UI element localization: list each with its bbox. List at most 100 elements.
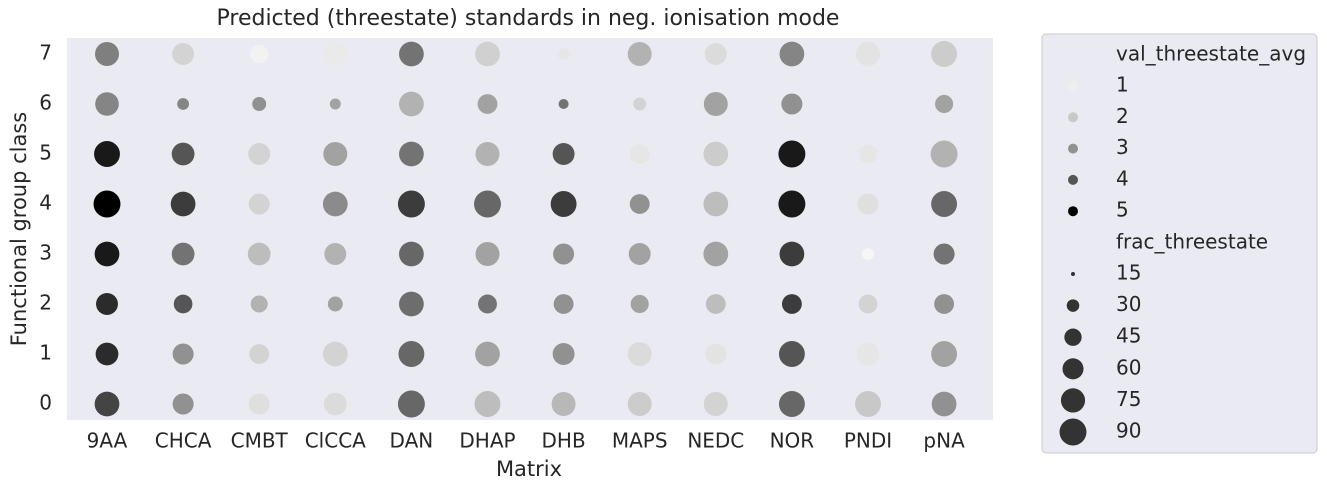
bubble: [703, 241, 729, 267]
bubble: [475, 41, 500, 67]
legend-marker: [1068, 112, 1078, 123]
bubble: [856, 42, 880, 66]
bubble: [397, 190, 425, 218]
bubble: [866, 102, 870, 106]
x-tick-label: DAN: [390, 429, 434, 453]
bubble: [703, 191, 729, 217]
x-tick-label: 9AA: [87, 429, 128, 453]
bubble: [930, 140, 958, 168]
legend-label: 4: [1116, 166, 1129, 190]
bubble: [779, 241, 805, 267]
bubble: [250, 44, 269, 64]
bubble: [399, 241, 424, 267]
bubble: [703, 141, 729, 167]
bubble: [934, 294, 955, 314]
y-tick-label: 0: [39, 391, 52, 415]
bubble: [94, 391, 120, 417]
y-tick-label: 3: [39, 241, 52, 265]
bubble: [323, 392, 347, 416]
legend-title: val_threestate_avg: [1116, 42, 1306, 66]
x-tick-label: DHAP: [459, 429, 515, 453]
bubble: [399, 41, 424, 67]
bubble: [477, 94, 498, 114]
bubble: [322, 341, 348, 367]
y-tick-label: 7: [39, 41, 52, 65]
bubble: [551, 392, 576, 416]
bubble: [322, 41, 348, 67]
bubble: [629, 144, 650, 164]
bubble: [397, 390, 425, 418]
bubble: [705, 294, 726, 314]
bubble: [778, 140, 806, 168]
legend-marker: [1062, 358, 1084, 380]
bubble: [781, 93, 803, 115]
legend-marker: [1068, 143, 1078, 154]
bubble: [247, 242, 271, 266]
bubble: [855, 391, 881, 417]
legend-label: 1: [1116, 73, 1129, 97]
bubble: [703, 92, 728, 116]
bubble: [248, 193, 270, 215]
bubble: [250, 295, 268, 313]
bubble: [931, 41, 958, 67]
bubble: [857, 193, 879, 215]
legend-box: [1041, 33, 1318, 454]
bubble: [93, 190, 121, 218]
bubble: [249, 344, 270, 364]
bubble: [627, 342, 652, 366]
chart-title: Predicted (threestate) standards in neg.…: [217, 6, 840, 31]
bubble: [474, 391, 501, 417]
x-tick-label: MAPS: [612, 429, 668, 453]
legend-label: 30: [1116, 292, 1141, 316]
bubble: [781, 294, 802, 314]
bubble: [399, 91, 424, 117]
legend-marker: [1066, 299, 1080, 312]
bubble: [171, 142, 195, 166]
bubble: [933, 243, 955, 265]
bubble: [252, 97, 267, 111]
legend-label: 5: [1116, 198, 1129, 222]
bubble: [630, 294, 649, 314]
bubble: [173, 294, 193, 314]
legend-label: 90: [1116, 419, 1141, 443]
legend-label: 15: [1116, 261, 1141, 285]
bubble: [931, 191, 958, 217]
bubble: [172, 343, 194, 365]
bubble: [550, 191, 577, 217]
x-tick-label: CMBT: [231, 429, 289, 453]
bubble: [324, 243, 347, 265]
bubble: [931, 341, 958, 367]
bubble: [552, 343, 575, 365]
x-tick-label: DHB: [542, 429, 586, 453]
bubble: [858, 144, 878, 164]
bubble: [779, 41, 805, 67]
bubble: [172, 393, 194, 415]
bubble: [248, 143, 271, 165]
bubble: [931, 391, 957, 417]
bubble: [398, 341, 425, 367]
bubble: [474, 190, 501, 218]
legend-label: 2: [1116, 104, 1129, 128]
legend-title: frac_threestate: [1116, 230, 1268, 254]
legend-marker: [1068, 206, 1078, 217]
bubble: [95, 342, 119, 366]
bubble: [478, 294, 497, 314]
x-axis-label: Matrix: [496, 457, 562, 481]
bubble: [399, 291, 424, 317]
bubble: [94, 241, 120, 267]
x-tick-label: PNDI: [844, 429, 892, 453]
bubble: [862, 248, 874, 260]
bubble: [705, 343, 727, 365]
bubble: [935, 94, 954, 114]
x-tick-label: pNA: [923, 429, 965, 453]
plot-area: [67, 38, 993, 420]
bubble: [553, 294, 574, 314]
bubble: [399, 141, 424, 167]
bubble: [856, 342, 880, 366]
bubble: [96, 293, 118, 315]
legend-label: 60: [1116, 355, 1141, 379]
y-tick-label: 1: [39, 341, 52, 365]
bubble: [171, 242, 195, 266]
bubble: [95, 42, 119, 66]
